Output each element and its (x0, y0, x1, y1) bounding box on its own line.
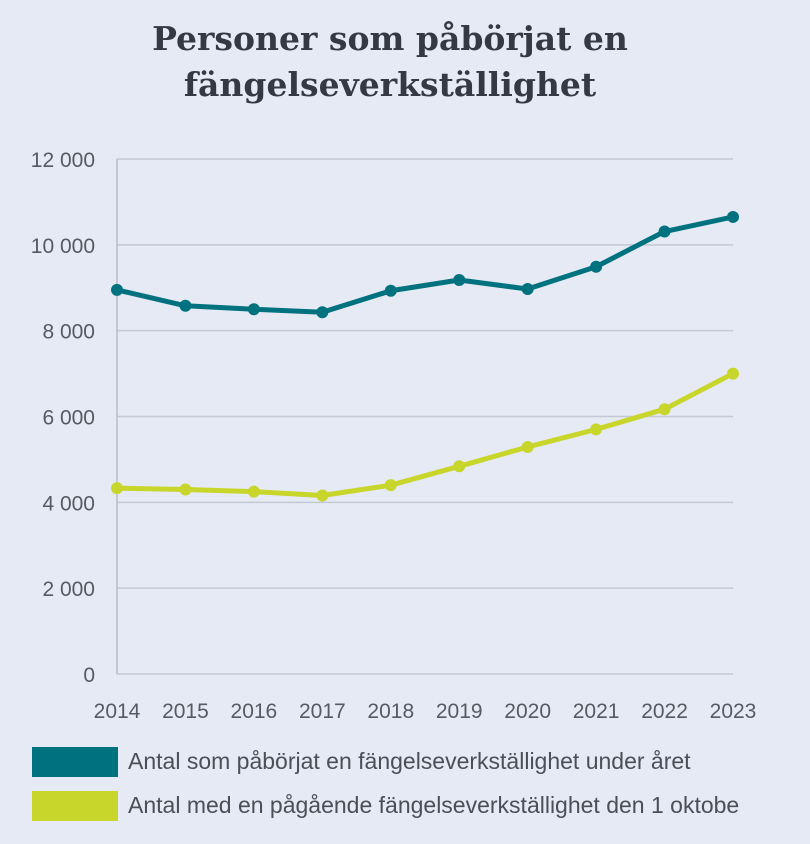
x-tick-label-2017: 2017 (299, 700, 346, 723)
y-tick-label-0: 0 (83, 664, 95, 687)
legend-swatch-started (32, 747, 118, 777)
data-point-series-2-2022 (658, 403, 671, 416)
x-tick-label-2020: 2020 (504, 700, 551, 723)
y-tick-label-4: 8 000 (42, 321, 95, 344)
data-point-series-2-2014 (111, 482, 123, 495)
data-point-series-1-2017 (316, 306, 329, 319)
data-point-series-2-2023 (727, 367, 739, 380)
data-point-series-2-2015 (179, 483, 192, 496)
x-tick-label-2022: 2022 (641, 700, 688, 723)
y-tick-label-6: 12 000 (31, 149, 95, 172)
line-chart: 0 2 000 4 000 6 000 8 000 10 000 12 000 2014 201… (31, 149, 757, 723)
x-tick-label-2015: 2015 (162, 700, 209, 723)
x-tick-label-2014: 2014 (94, 700, 141, 723)
x-tick-label-2021: 2021 (573, 700, 620, 723)
x-tick-label-2019: 2019 (436, 700, 483, 723)
y-tick-label-1: 2 000 (42, 578, 95, 601)
series-line-2 (114, 371, 736, 498)
legend-item-started: Antal som påbörjat en fängelseverkställi… (32, 744, 810, 788)
x-tick-label-2016: 2016 (231, 700, 278, 723)
chart-title-line-1: Personer som påbörjat en (152, 19, 628, 58)
x-tick-label-2018: 2018 (367, 700, 414, 723)
data-point-series-1-2023 (727, 210, 739, 223)
chart-title-line-2: fängelseverkställighet (183, 65, 597, 104)
y-tick-label-3: 6 000 (42, 407, 95, 430)
data-point-series-1-2018 (384, 284, 397, 297)
data-point-series-2-2021 (590, 423, 603, 436)
y-tick-label-2: 4 000 (42, 492, 95, 515)
data-point-series-1-2016 (247, 303, 260, 316)
data-point-series-2-2017 (316, 489, 329, 502)
chart-title: Personer som påbörjat en fängelseverkstä… (0, 16, 780, 108)
legend-item-ongoing: Antal med en pågående fängelseverkställi… (32, 788, 810, 832)
data-point-series-1-2020 (521, 283, 534, 296)
legend-label-ongoing: Antal med en pågående fängelseverkställi… (128, 792, 740, 818)
data-point-series-1-2019 (453, 274, 466, 287)
data-point-series-2-2019 (453, 460, 466, 473)
legend-swatch-ongoing (32, 791, 118, 821)
legend: Antal som påbörjat en fängelseverkställi… (32, 744, 810, 832)
data-point-series-1-2022 (658, 225, 671, 238)
series-line-1 (114, 214, 736, 315)
data-point-series-1-2021 (590, 260, 603, 273)
y-tick-label-5: 10 000 (31, 235, 95, 258)
data-point-series-1-2014 (111, 283, 123, 296)
legend-label-started: Antal som påbörjat en fängelseverkställi… (128, 748, 691, 774)
data-point-series-1-2015 (179, 299, 192, 312)
x-tick-label-2023: 2023 (710, 700, 757, 723)
data-point-series-2-2020 (521, 440, 534, 453)
data-point-series-2-2018 (384, 479, 397, 492)
data-point-series-2-2016 (247, 485, 260, 498)
